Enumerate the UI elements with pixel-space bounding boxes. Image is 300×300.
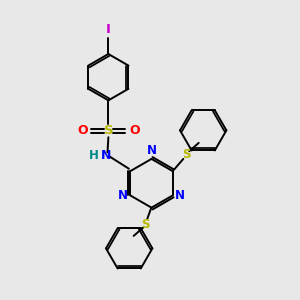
Text: S: S [103,124,113,137]
Text: N: N [175,189,185,202]
Text: I: I [106,22,111,36]
Text: H: H [88,149,98,162]
Text: O: O [129,124,140,137]
Text: N: N [101,149,112,162]
Text: S: S [141,218,150,230]
Text: N: N [118,189,128,202]
Text: O: O [77,124,88,137]
Text: S: S [183,148,191,161]
Text: N: N [146,144,157,157]
